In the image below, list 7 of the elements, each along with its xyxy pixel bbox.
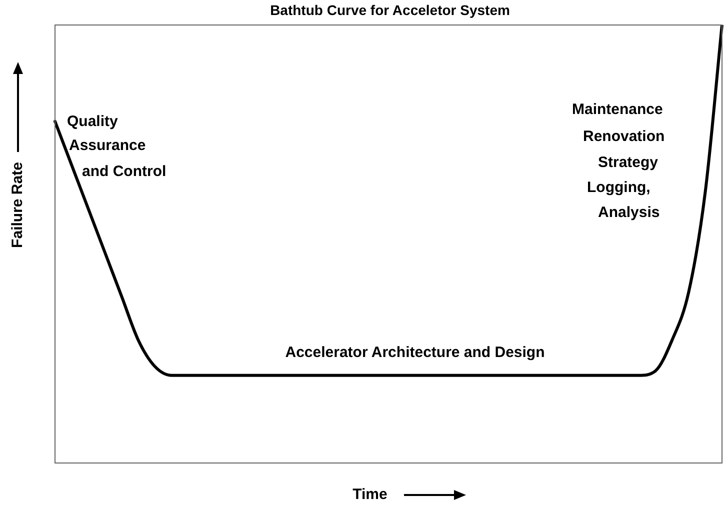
chart-title: Bathtub Curve for Acceletor System [270, 2, 510, 18]
x-axis-title: Time [352, 486, 388, 504]
annotation: Logging, Analysis [587, 179, 660, 222]
annotation: Maintenance Renovation Strategy [572, 101, 665, 172]
y-axis-title: Failure Rate [9, 162, 26, 248]
annotation: Accelerator Architecture and Design [285, 344, 545, 362]
annotation: Quality Assurance and Control [67, 113, 166, 180]
